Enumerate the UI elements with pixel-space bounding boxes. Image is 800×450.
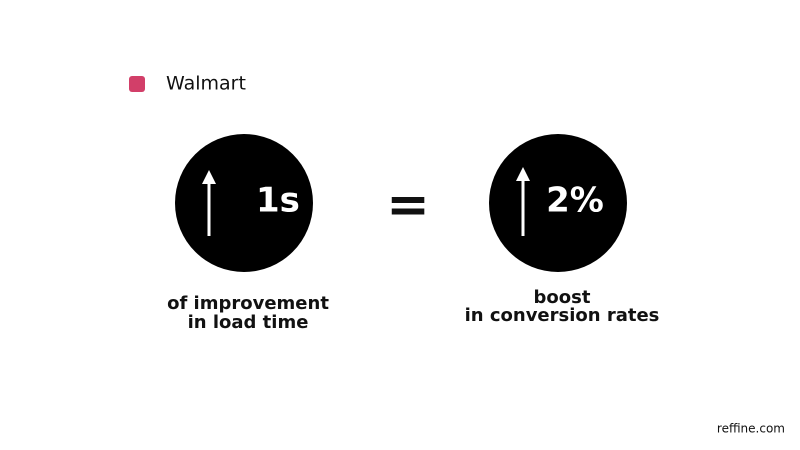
caption-line: in conversion rates [465, 305, 660, 326]
arrow-head [202, 170, 216, 184]
metric-card: 2% boost in conversion rates [465, 134, 660, 326]
footer-credit: reffine.com [717, 422, 785, 436]
caption-line: in load time [188, 312, 309, 333]
legend-label: Walmart [166, 73, 246, 95]
equals-sign: = [386, 175, 430, 235]
metric-value: 2% [546, 181, 604, 221]
metric-value: 1s [256, 181, 300, 221]
metric-card: 1s of improvement in load time [167, 134, 329, 333]
legend-swatch [129, 76, 145, 92]
caption-line: boost [534, 287, 591, 308]
caption-line: of improvement [167, 293, 329, 314]
arrow-head [516, 167, 530, 181]
circle [175, 134, 313, 272]
